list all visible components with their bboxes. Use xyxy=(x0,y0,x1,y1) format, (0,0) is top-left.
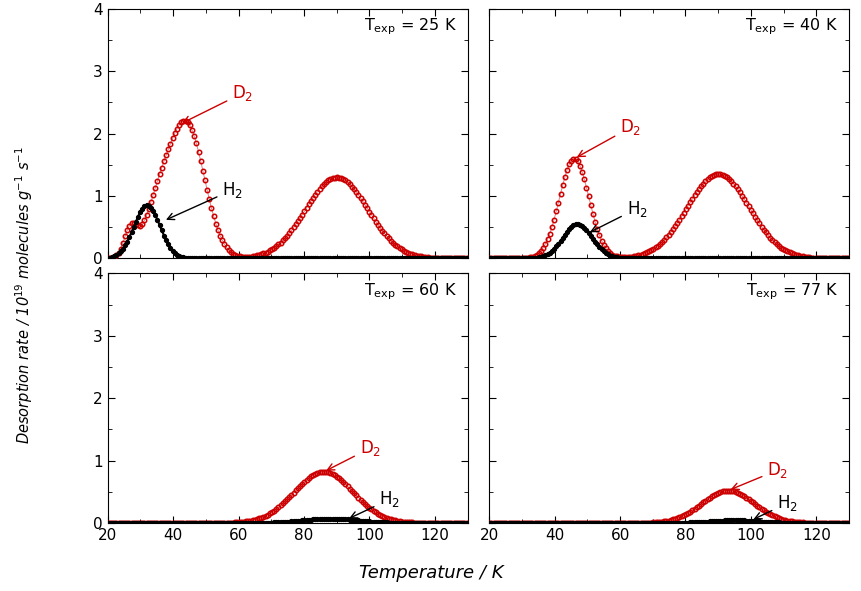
Text: T$_{\mathregular{exp}}$ = 60 K: T$_{\mathregular{exp}}$ = 60 K xyxy=(363,281,456,301)
Text: T$_{\mathregular{exp}}$ = 40 K: T$_{\mathregular{exp}}$ = 40 K xyxy=(745,17,837,37)
Text: T$_{\mathregular{exp}}$ = 25 K: T$_{\mathregular{exp}}$ = 25 K xyxy=(363,17,456,37)
Text: Temperature / K: Temperature / K xyxy=(358,564,503,582)
Text: T$_{\mathregular{exp}}$ = 77 K: T$_{\mathregular{exp}}$ = 77 K xyxy=(745,281,837,301)
Text: D$_2$: D$_2$ xyxy=(183,83,253,122)
Text: Desorption rate / 10$^{19}$ molecules g$^{-1}$ s$^{-1}$: Desorption rate / 10$^{19}$ molecules g$… xyxy=(13,147,34,444)
Text: D$_2$: D$_2$ xyxy=(731,460,788,489)
Text: H$_2$: H$_2$ xyxy=(754,493,797,519)
Text: D$_2$: D$_2$ xyxy=(327,438,381,470)
Text: H$_2$: H$_2$ xyxy=(350,489,400,518)
Text: H$_2$: H$_2$ xyxy=(591,199,647,232)
Text: D$_2$: D$_2$ xyxy=(578,118,641,157)
Text: H$_2$: H$_2$ xyxy=(167,180,243,219)
